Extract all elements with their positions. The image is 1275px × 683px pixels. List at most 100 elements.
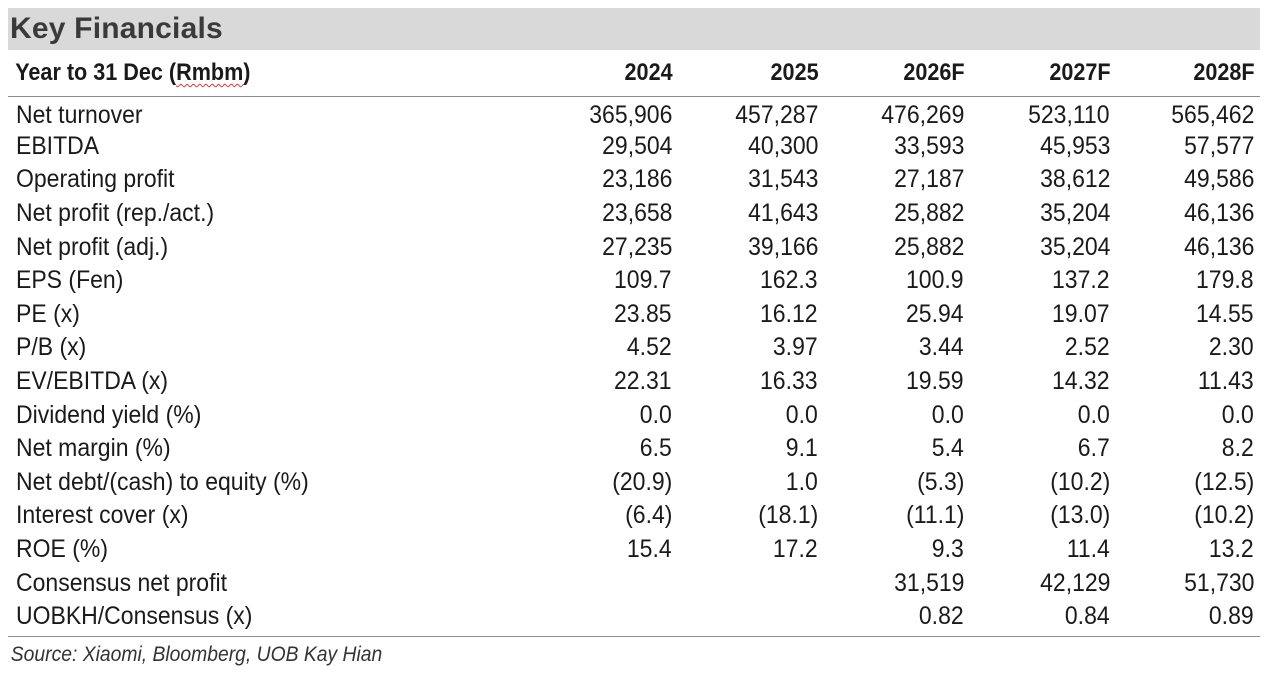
cell-value: 523,110 (1028, 100, 1110, 129)
cell-value: 45,953 (1039, 131, 1110, 160)
cell-value: 35,204 (1039, 199, 1110, 228)
row-label: Dividend yield (%) (16, 400, 202, 429)
row-label: Net profit (rep./act.) (16, 199, 215, 228)
cell-value: 25,882 (893, 199, 964, 228)
cell-value: 0.0 (1222, 400, 1254, 429)
page-title: Key Financials (10, 12, 223, 45)
row-label: EV/EBITDA (x) (16, 367, 169, 396)
header-year: 2027F (984, 50, 1116, 97)
row-label: Interest cover (x) (16, 501, 189, 530)
table-row: Operating profit 23,186 31,543 27,187 38,612… (8, 163, 1260, 197)
cell-value (528, 600, 678, 634)
cell-value: 25,882 (893, 232, 964, 261)
cell-value: (11.1) (905, 501, 964, 530)
cell-value: 42,129 (1039, 568, 1110, 597)
cell-value: 19.07 (1052, 299, 1110, 328)
row-label: P/B (x) (16, 333, 87, 362)
cell-value: 0.0 (786, 400, 818, 429)
row-label: Net turnover (16, 100, 143, 129)
table-row: EPS (Fen) 109.7 162.3 100.9 137.2 179.8 (8, 264, 1260, 298)
cell-value: 22.31 (614, 367, 672, 396)
unit-label: Rmbm (176, 58, 244, 86)
cell-value: 179.8 (1196, 266, 1254, 295)
cell-value: 365,906 (588, 100, 672, 129)
row-label: ROE (%) (16, 535, 108, 564)
table-row: Net turnover 365,906 457,287 476,269 523,110… (8, 96, 1260, 130)
cell-value: 57,577 (1183, 131, 1254, 160)
cell-value: 35,204 (1039, 232, 1110, 261)
cell-value: 33,593 (893, 131, 964, 160)
cell-value: 16.33 (760, 367, 818, 396)
row-label: UOBKH/Consensus (x) (16, 602, 253, 631)
cell-value: 49,586 (1183, 165, 1254, 194)
cell-value: 5.4 (932, 434, 964, 463)
header-year: 2026F (838, 50, 970, 97)
table-row: P/B (x) 4.52 3.97 3.44 2.52 2.30 (8, 331, 1260, 365)
cell-value: 15.4 (627, 535, 672, 564)
cell-value: (18.1) (757, 501, 818, 530)
table-body: Net turnover 365,906 457,287 476,269 523,110… (8, 96, 1260, 634)
cell-value: 25.94 (906, 299, 964, 328)
cell-value: 6.5 (640, 434, 672, 463)
cell-value: 0.84 (1065, 602, 1110, 631)
cell-value: 46,136 (1183, 232, 1254, 261)
cell-value: 14.32 (1052, 367, 1110, 396)
cell-value: (5.3) (916, 467, 964, 496)
cell-value: 14.55 (1196, 299, 1254, 328)
cell-value: 4.52 (627, 333, 672, 362)
row-label: Net margin (%) (16, 434, 171, 463)
row-label: EPS (Fen) (16, 266, 124, 295)
cell-value: (10.2) (1193, 501, 1254, 530)
table-row: Net margin (%) 6.5 9.1 5.4 6.7 8.2 (8, 432, 1260, 466)
header-year: 2025 (692, 50, 824, 97)
cell-value: 46,136 (1183, 199, 1254, 228)
cell-value: (20.9) (611, 467, 672, 496)
row-label: PE (x) (16, 299, 80, 328)
cell-value: (10.2) (1049, 467, 1110, 496)
table-row: Net debt/(cash) to equity (%) (20.9) 1.0 (5… (8, 466, 1260, 500)
cell-value: 0.0 (1078, 400, 1110, 429)
cell-value: 0.89 (1209, 602, 1254, 631)
cell-value (678, 600, 824, 634)
table-row: Interest cover (x) (6.4) (18.1) (11.1) (13.0… (8, 499, 1260, 533)
cell-value: 2.52 (1065, 333, 1110, 362)
cell-value: 19.59 (906, 367, 964, 396)
cell-value: 13.2 (1209, 535, 1254, 564)
cell-value: 9.3 (932, 535, 964, 564)
key-financials-panel: Key Financials Year to 31 Dec (Rmbm) 202… (8, 8, 1260, 667)
cell-value: 9.1 (786, 434, 818, 463)
cell-value: 0.82 (919, 602, 964, 631)
cell-value: 137.2 (1052, 266, 1110, 295)
cell-value: 11.43 (1198, 367, 1254, 396)
cell-value: 2.30 (1209, 333, 1254, 362)
cell-value: 0.0 (640, 400, 672, 429)
table-row: Net profit (rep./act.) 23,658 41,643 25,882… (8, 197, 1260, 231)
cell-value: 23,186 (601, 165, 672, 194)
cell-value: (12.5) (1193, 467, 1254, 496)
cell-value: 109.7 (614, 266, 672, 295)
bottom-divider (8, 635, 1260, 637)
cell-value: 39,166 (747, 232, 818, 261)
cell-value: 41,643 (747, 199, 818, 228)
cell-value (528, 566, 678, 600)
cell-value: 16.12 (760, 299, 818, 328)
table-row: PE (x) 23.85 16.12 25.94 19.07 14.55 (8, 298, 1260, 332)
financials-table: Year to 31 Dec (Rmbm) 2024 2025 2026F 20… (8, 50, 1260, 634)
cell-value: 31,519 (893, 568, 964, 597)
cell-value: 565,462 (1170, 100, 1254, 129)
cell-value: 100.9 (906, 266, 964, 295)
cell-value: 3.44 (919, 333, 964, 362)
cell-value: 1.0 (786, 467, 818, 496)
cell-value: 11.4 (1066, 535, 1110, 564)
row-label: EBITDA (16, 131, 100, 160)
cell-value: 40,300 (747, 131, 818, 160)
header-year: 2024 (543, 50, 678, 97)
table-row: ROE (%) 15.4 17.2 9.3 11.4 13.2 (8, 533, 1260, 567)
cell-value: 8.2 (1222, 434, 1254, 463)
cell-value: 476,269 (880, 100, 964, 129)
title-bar: Key Financials (8, 8, 1260, 50)
cell-value: 27,187 (893, 165, 964, 194)
cell-value: (6.4) (624, 501, 672, 530)
table-row: Consensus net profit 31,519 42,129 51,730 (8, 566, 1260, 600)
table-row: EBITDA 29,504 40,300 33,593 45,953 57,577 (8, 130, 1260, 164)
